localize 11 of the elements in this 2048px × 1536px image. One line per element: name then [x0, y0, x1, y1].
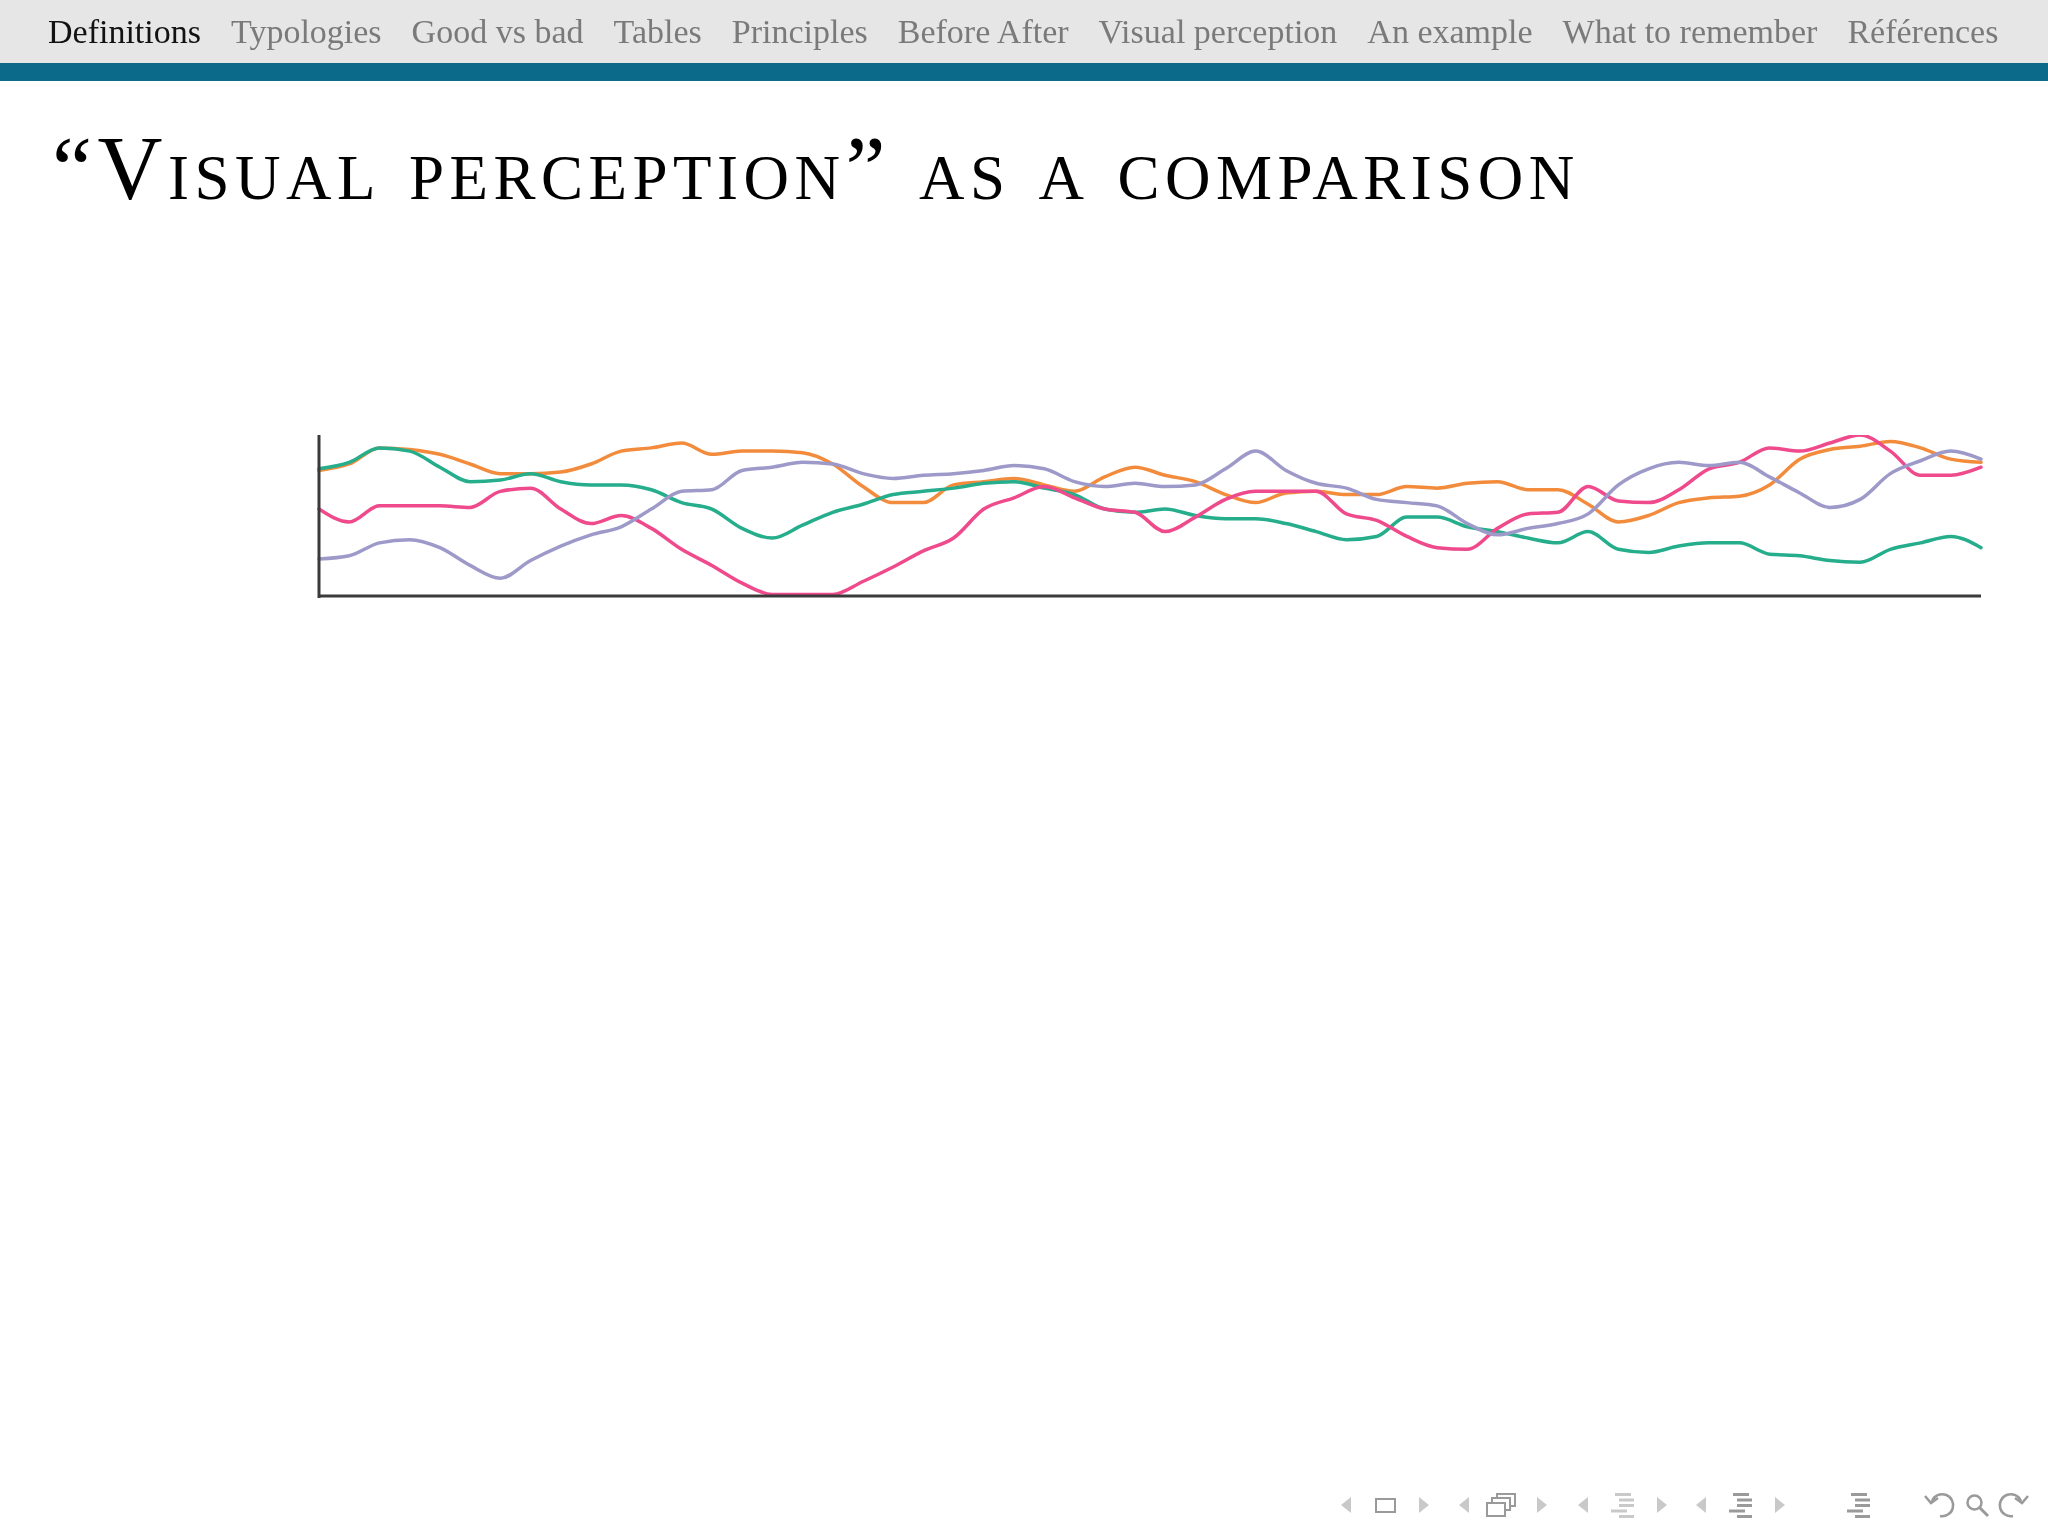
- text: Tables: [613, 12, 702, 51]
- text: An example: [1367, 12, 1533, 51]
- text: Visual perception: [1098, 12, 1338, 51]
- text: Typologies: [230, 12, 382, 51]
- text: What to remember: [1562, 12, 1818, 51]
- text: Références: [1847, 12, 1999, 51]
- text: Good vs bad: [411, 12, 584, 51]
- chart-title: “Visual perception” as a comparison: [52, 119, 1580, 218]
- text: Before After: [897, 12, 1069, 51]
- text: Definitions: [48, 12, 201, 51]
- text: Principles: [731, 12, 868, 51]
